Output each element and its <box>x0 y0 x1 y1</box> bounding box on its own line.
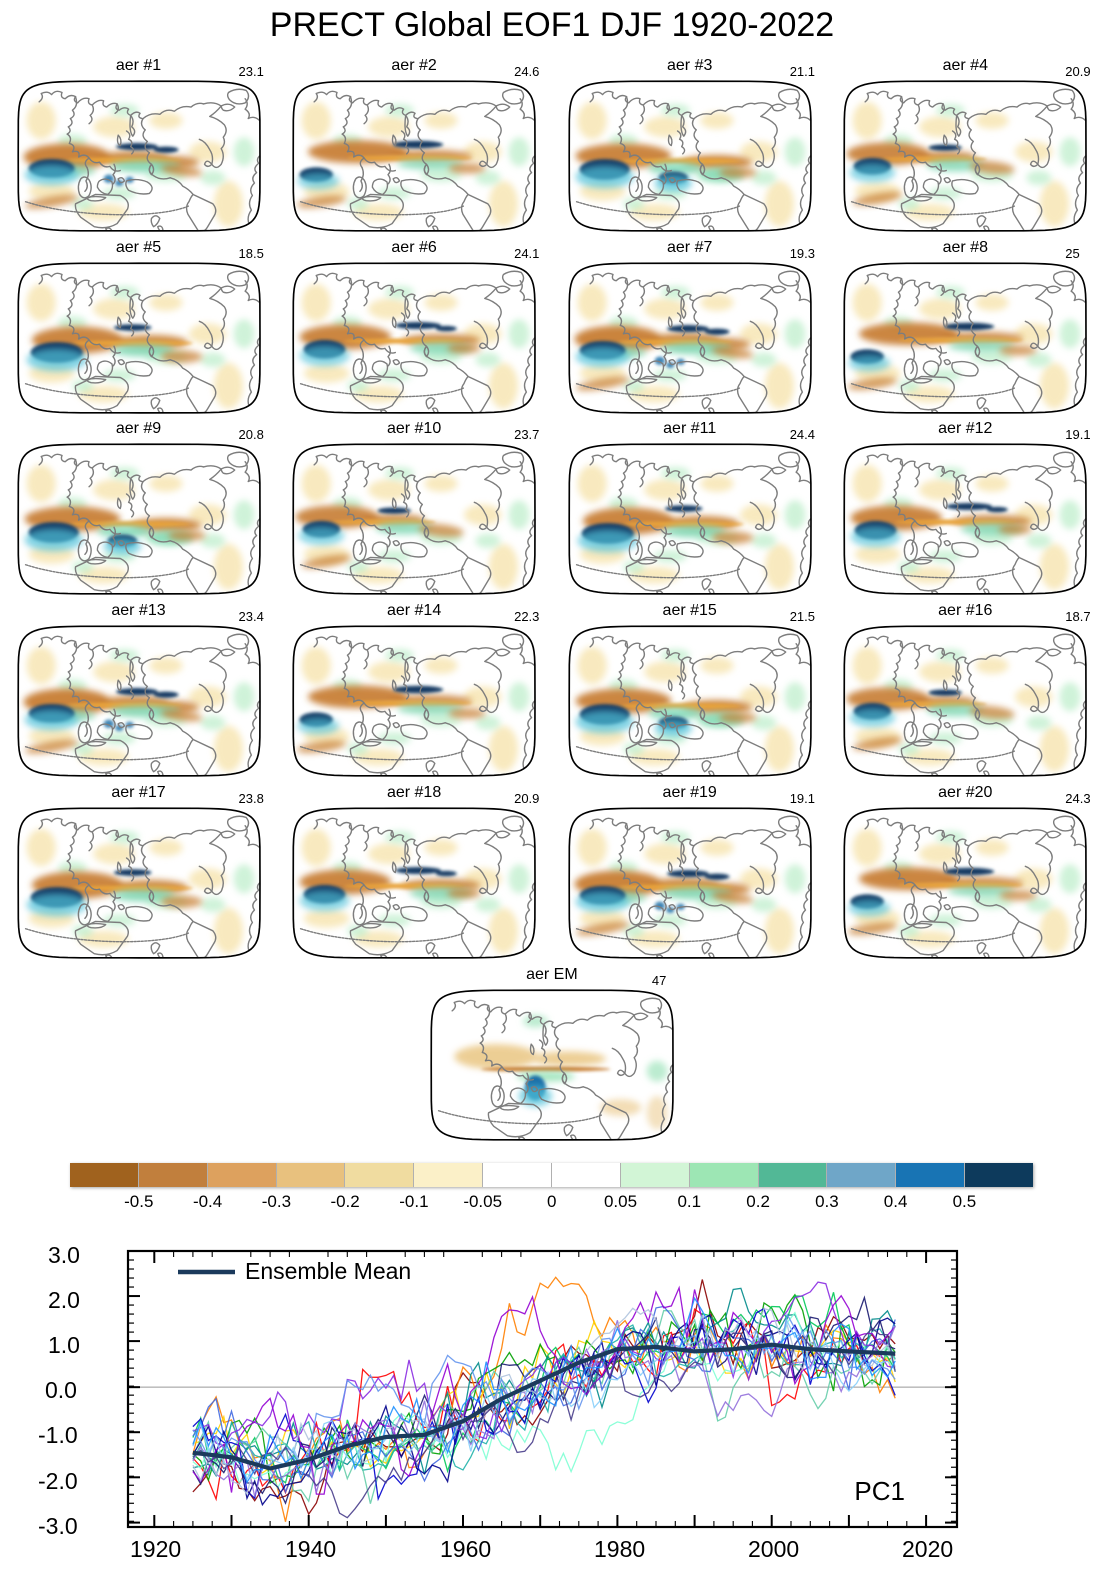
svg-text:Ensemble Mean: Ensemble Mean <box>245 1258 411 1284</box>
svg-text:PC1: PC1 <box>854 1476 905 1506</box>
